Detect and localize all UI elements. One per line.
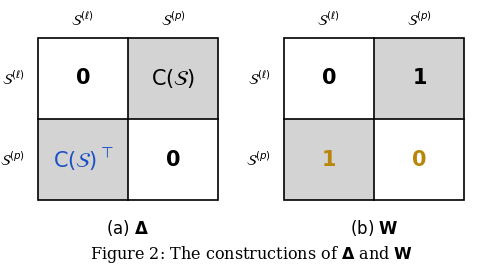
Bar <box>283 119 373 200</box>
Bar <box>283 38 373 119</box>
Text: $\mathcal{S}^{(p)}$: $\mathcal{S}^{(p)}$ <box>0 150 25 169</box>
Text: $\mathcal{S}^{(p)}$: $\mathcal{S}^{(p)}$ <box>245 150 271 169</box>
Text: $\mathcal{S}^{(p)}$: $\mathcal{S}^{(p)}$ <box>160 11 185 29</box>
Text: $\mathcal{S}^{(\ell)}$: $\mathcal{S}^{(\ell)}$ <box>317 11 340 29</box>
Text: $\mathcal{S}^{(\ell)}$: $\mathcal{S}^{(\ell)}$ <box>3 69 25 88</box>
Bar <box>38 38 218 200</box>
Bar <box>283 38 463 200</box>
Text: (a) $\boldsymbol{\Delta}$: (a) $\boldsymbol{\Delta}$ <box>106 218 149 238</box>
Bar <box>373 38 463 119</box>
Text: $\mathrm{C}(\mathcal{S})^\top$: $\mathrm{C}(\mathcal{S})^\top$ <box>53 146 113 173</box>
Bar <box>128 119 218 200</box>
Text: $\mathcal{S}^{(\ell)}$: $\mathcal{S}^{(\ell)}$ <box>71 11 94 29</box>
Text: $\mathrm{C}(\mathcal{S})$: $\mathrm{C}(\mathcal{S})$ <box>151 67 195 90</box>
Text: $\mathcal{S}^{(\ell)}$: $\mathcal{S}^{(\ell)}$ <box>248 69 271 88</box>
Text: $\mathbf{1}$: $\mathbf{1}$ <box>321 150 336 170</box>
Text: $\mathbf{0}$: $\mathbf{0}$ <box>165 150 180 170</box>
Text: (b) $\mathbf{W}$: (b) $\mathbf{W}$ <box>349 218 397 238</box>
Bar <box>128 38 218 119</box>
Text: $\mathbf{0}$: $\mathbf{0}$ <box>75 68 90 88</box>
Text: $\mathbf{0}$: $\mathbf{0}$ <box>321 68 336 88</box>
Text: $\mathbf{1}$: $\mathbf{1}$ <box>411 68 426 88</box>
Bar <box>38 119 128 200</box>
Text: $\mathcal{S}^{(p)}$: $\mathcal{S}^{(p)}$ <box>406 11 431 29</box>
Text: Figure 2: The constructions of $\boldsymbol{\Delta}$ and $\mathbf{W}$: Figure 2: The constructions of $\boldsym… <box>89 244 412 265</box>
Bar <box>373 119 463 200</box>
Bar <box>38 38 128 119</box>
Text: $\mathbf{0}$: $\mathbf{0}$ <box>411 150 426 170</box>
